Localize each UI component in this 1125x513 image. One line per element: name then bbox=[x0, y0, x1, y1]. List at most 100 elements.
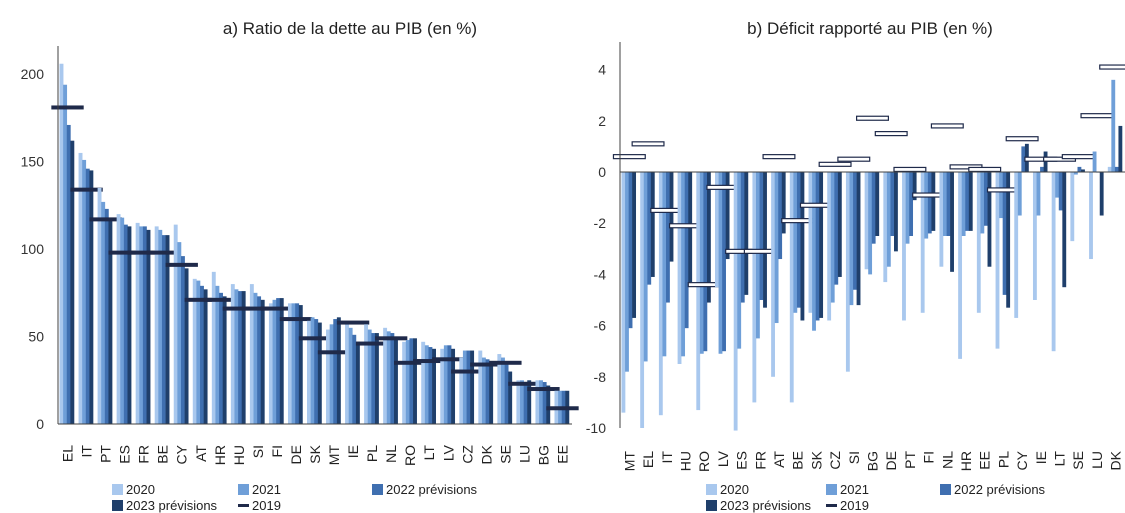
a-ytick-label: 100 bbox=[21, 241, 45, 257]
b-bar-HR-0 bbox=[958, 172, 963, 359]
a-marker-2019-IE bbox=[336, 320, 370, 325]
b-category-label: HU bbox=[677, 451, 693, 471]
a-bar-IE-1 bbox=[348, 327, 353, 424]
b-bar-PT-2 bbox=[909, 172, 914, 236]
a-category-label: FI bbox=[269, 445, 285, 457]
a-marker-2019-DK bbox=[470, 362, 503, 367]
b-bar-SI-1 bbox=[849, 172, 854, 306]
a-bar-SI-0 bbox=[249, 284, 254, 424]
a-bar-HR-3 bbox=[222, 296, 227, 424]
b-marker-2019-HR bbox=[949, 164, 983, 170]
b-marker-2019-CY bbox=[1005, 136, 1039, 142]
a-category-label: PT bbox=[98, 445, 114, 463]
a-bar-ES-2 bbox=[123, 224, 128, 424]
b-category-label: HR bbox=[958, 451, 974, 471]
a-category-label: EE bbox=[554, 445, 570, 464]
b-category-label: IT bbox=[659, 451, 675, 464]
b-bar-MT-3 bbox=[632, 172, 637, 318]
b-bar-SE-1 bbox=[1073, 172, 1078, 175]
a-bar-HU-1 bbox=[234, 289, 239, 424]
a-bar-HR-2 bbox=[219, 292, 223, 424]
b-category-label: LT bbox=[1052, 451, 1068, 467]
b-bar-RO-1 bbox=[699, 172, 704, 354]
b-bar-CY-0 bbox=[1014, 172, 1019, 318]
b-bar-NL-1 bbox=[943, 172, 947, 236]
b-bar-CY-2 bbox=[1021, 146, 1026, 172]
a-bar-IT-2 bbox=[85, 168, 90, 424]
b-ytick-label: -8 bbox=[594, 369, 607, 385]
a-bar-SI-3 bbox=[260, 299, 265, 424]
a-marker-2019-PT bbox=[89, 217, 122, 222]
a-bar-DK-3 bbox=[489, 362, 494, 424]
a-bar-SE-1 bbox=[500, 357, 505, 424]
a-marker-2019-EL bbox=[51, 105, 84, 110]
b-bar-SI-2 bbox=[853, 172, 857, 290]
b-category-label: LU bbox=[1089, 451, 1105, 469]
b-marker-2019-FI bbox=[912, 192, 946, 198]
b-bar-PL-1 bbox=[999, 172, 1003, 219]
b-bar-SK-1 bbox=[812, 172, 816, 331]
b-bar-BG-1 bbox=[868, 172, 873, 275]
a-marker-2019-BG bbox=[527, 387, 560, 392]
a-bar-FI-2 bbox=[276, 298, 281, 424]
b-ytick-label: -2 bbox=[594, 215, 607, 231]
b-bar-CY-1 bbox=[1017, 172, 1022, 216]
a-bar-CZ-3 bbox=[470, 350, 475, 424]
a-marker-2019-MT bbox=[317, 350, 351, 355]
a-bar-EL-2 bbox=[66, 124, 71, 424]
a-category-label: SI bbox=[250, 445, 266, 458]
a-marker-2019-LU bbox=[508, 381, 541, 386]
a-bar-PT-1 bbox=[101, 201, 106, 424]
b-bar-DK-1 bbox=[1111, 79, 1116, 172]
a-bar-SE-3 bbox=[508, 371, 513, 424]
b-category-label: PL bbox=[995, 451, 1011, 468]
b-marker-2019-SE bbox=[1061, 154, 1095, 160]
a-category-label: IE bbox=[345, 445, 361, 458]
b-category-label: IE bbox=[1033, 451, 1049, 464]
a-category-label: RO bbox=[402, 445, 418, 466]
a-marker-2019-NL bbox=[374, 336, 408, 341]
b-bar-AT-0 bbox=[771, 172, 775, 377]
a-bar-FR-0 bbox=[135, 222, 140, 424]
b-category-label: SI bbox=[846, 451, 862, 464]
b-bar-IT-2 bbox=[666, 172, 670, 303]
b-bar-LU-1 bbox=[1092, 151, 1097, 172]
b-legend-swatch bbox=[826, 504, 837, 507]
b-bar-FR-2 bbox=[759, 172, 764, 300]
a-bar-HU-2 bbox=[238, 291, 243, 424]
a-bar-MT-0 bbox=[326, 329, 330, 424]
b-bar-ES-3 bbox=[744, 172, 749, 295]
b-bar-DK-0 bbox=[1107, 166, 1112, 172]
b-bar-EL-2 bbox=[647, 172, 652, 285]
a-marker-2019-PL bbox=[355, 341, 389, 346]
b-legend-swatch bbox=[706, 484, 717, 495]
a-category-label: NL bbox=[383, 445, 399, 463]
b-bar-LT-2 bbox=[1058, 172, 1063, 211]
b-marker-2019-SI bbox=[837, 156, 871, 162]
b-bar-BG-0 bbox=[864, 172, 869, 270]
a-category-label: FR bbox=[136, 445, 152, 464]
b-bar-NL-0 bbox=[939, 172, 944, 267]
a-marker-2019-RO bbox=[394, 360, 427, 365]
b-bar-AT-2 bbox=[778, 172, 783, 260]
chart-b-legend: 2020 2021 2022 prévisions 2023 prévisions 20… bbox=[706, 482, 1046, 513]
b-bar-PT-0 bbox=[902, 172, 906, 321]
a-bar-LV-3 bbox=[451, 348, 456, 424]
b-bar-NL-2 bbox=[946, 172, 951, 236]
a-bar-PL-1 bbox=[367, 329, 372, 424]
a-marker-2019-DE bbox=[279, 317, 313, 322]
a-bar-CZ-0 bbox=[459, 357, 464, 424]
b-bar-LT-3 bbox=[1062, 172, 1067, 288]
b-bar-HU-2 bbox=[684, 172, 689, 329]
b-bar-BG-3 bbox=[875, 172, 880, 236]
b-bar-BE-0 bbox=[789, 172, 794, 403]
a-bar-MT-1 bbox=[329, 324, 334, 424]
b-bar-FR-3 bbox=[763, 172, 767, 308]
a-marker-2019-FI bbox=[260, 306, 294, 311]
b-legend-swatch bbox=[706, 500, 717, 511]
a-bar-BE-2 bbox=[161, 235, 166, 424]
a-bar-ES-0 bbox=[116, 214, 121, 424]
a-bar-LV-2 bbox=[447, 345, 452, 424]
b-bar-SI-0 bbox=[845, 172, 850, 372]
